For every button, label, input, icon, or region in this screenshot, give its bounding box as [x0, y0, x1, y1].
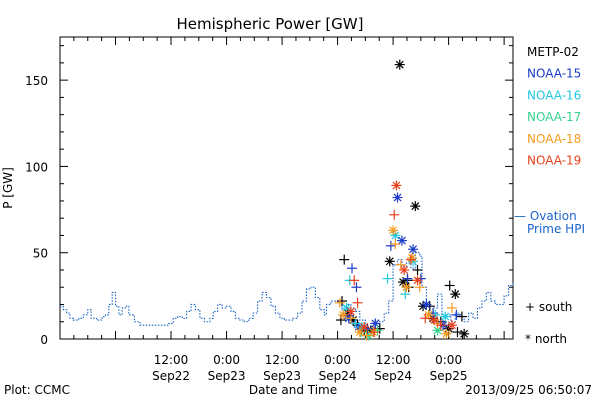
data-point-noaa-18-south [390, 239, 401, 250]
x-tick-label-time: 0:00 [435, 353, 462, 367]
legend: METP-02 NOAA-15 NOAA-16 NOAA-17 NOAA-18 NOAA-… [527, 45, 581, 168]
data-point-metp-02-north [459, 328, 470, 339]
data-point-noaa-18-south [334, 297, 345, 308]
data-point-noaa-19-north [359, 321, 370, 332]
data-point-noaa-19-south [369, 327, 380, 338]
y-tick-label: 0 [40, 333, 48, 347]
satellite-points [334, 59, 470, 341]
data-point-noaa-19-south [420, 313, 431, 324]
ovation-line [60, 252, 514, 330]
data-point-noaa-15-south [385, 240, 396, 251]
data-point-noaa-15-north [392, 192, 403, 203]
y-tick-label: 100 [25, 160, 48, 174]
legend-item-noaa-17: NOAA-17 [527, 110, 581, 124]
data-point-metp-02-south [456, 311, 467, 322]
data-point-metp-02-south [337, 296, 348, 307]
data-point-metp-02-north [410, 201, 421, 212]
ovation-legend-line1: — Ovation [514, 209, 577, 223]
x-tick-label-time: 12:00 [265, 353, 300, 367]
x-tick-label-date: Sep23 [208, 369, 246, 383]
data-point-noaa-18-north [401, 282, 412, 293]
data-point-noaa-19-south [405, 254, 416, 265]
x-tick-label-date: Sep24 [319, 369, 357, 383]
x-tick-label-time: 0:00 [324, 353, 351, 367]
south-symbol-legend: + south [525, 300, 572, 314]
data-point-noaa-15-south [351, 282, 362, 293]
x-tick-label-time: 12:00 [376, 353, 411, 367]
data-point-noaa-18-north [338, 309, 349, 320]
data-point-noaa-15-north [421, 299, 432, 310]
data-point-noaa-18-south [395, 259, 406, 270]
data-point-noaa-15-south [402, 273, 413, 284]
plot-timestamp: 2013/09/25 06:50:07 [465, 383, 592, 397]
data-point-noaa-15-north [370, 318, 381, 329]
x-axis-label: Date and Time [249, 383, 337, 397]
data-point-noaa-19-north [429, 315, 440, 326]
x-tick-label-time: 12:00 [154, 353, 189, 367]
data-point-noaa-19-north [412, 275, 423, 286]
data-point-metp-02-north [450, 289, 461, 300]
data-point-noaa-18-north [441, 328, 452, 339]
data-point-metp-02-south [339, 254, 350, 265]
ovation-legend-line2: Prime HPI [527, 222, 585, 236]
data-point-metp-02-south [412, 264, 423, 275]
legend-item-noaa-18: NOAA-18 [527, 132, 581, 146]
legend-item-noaa-16: NOAA-16 [527, 88, 581, 102]
north-symbol-legend: * north [525, 332, 567, 346]
legend-item-metp-02: METP-02 [527, 45, 579, 59]
tick-marks [59, 37, 513, 340]
data-point-noaa-19-north [345, 306, 356, 317]
data-point-noaa-19-north [446, 320, 457, 331]
data-point-noaa-16-south [400, 289, 411, 300]
data-point-noaa-18-south [414, 282, 425, 293]
data-point-metp-02-south [444, 280, 455, 291]
data-point-noaa-15-south [347, 263, 358, 274]
data-point-metp-02-north [384, 256, 395, 267]
data-point-noaa-16-north [341, 302, 352, 313]
chart-title: Hemispheric Power [GW] [177, 15, 364, 33]
data-point-noaa-19-south [352, 297, 363, 308]
x-tick-label-date: Sep22 [152, 369, 190, 383]
data-point-noaa-15-north [408, 244, 419, 255]
data-point-noaa-18-south [446, 302, 457, 313]
data-point-noaa-15-north [396, 235, 407, 246]
x-tick-label-date: Sep25 [430, 369, 468, 383]
data-point-noaa-18-north [406, 252, 417, 263]
data-point-metp-02-north [394, 59, 405, 70]
y-tick-labels: 0 50 100 150 [25, 74, 48, 347]
plot-frame [59, 36, 514, 340]
legend-item-noaa-15: NOAA-15 [527, 67, 581, 81]
data-point-noaa-19-south [349, 275, 360, 286]
x-tick-label-date: Sep24 [374, 369, 412, 383]
ovation-series [60, 252, 514, 330]
data-point-metp-02-south [452, 327, 463, 338]
x-tick-label-date: Sep23 [263, 369, 301, 383]
x-tick-label-time: 0:00 [213, 353, 240, 367]
data-point-noaa-18-north [388, 225, 399, 236]
data-point-noaa-19-south [435, 320, 446, 331]
x-tick-labels: 12:00 Sep22 0:00 Sep23 12:00 Sep23 0:00 Sep24 12… [152, 353, 467, 383]
legend-item-noaa-19: NOAA-19 [527, 154, 581, 168]
y-axis-label: P [GW] [1, 167, 15, 209]
data-point-noaa-16-south [382, 273, 393, 284]
data-point-noaa-15-south [451, 309, 462, 320]
y-tick-label: 50 [33, 247, 48, 261]
data-point-noaa-19-north [399, 264, 410, 275]
plot-credit: Plot: CCMC [4, 383, 70, 397]
data-point-noaa-19-south [389, 209, 400, 220]
y-tick-label: 150 [25, 74, 48, 88]
data-point-noaa-19-north [391, 180, 402, 191]
data-point-noaa-16-north [440, 311, 451, 322]
